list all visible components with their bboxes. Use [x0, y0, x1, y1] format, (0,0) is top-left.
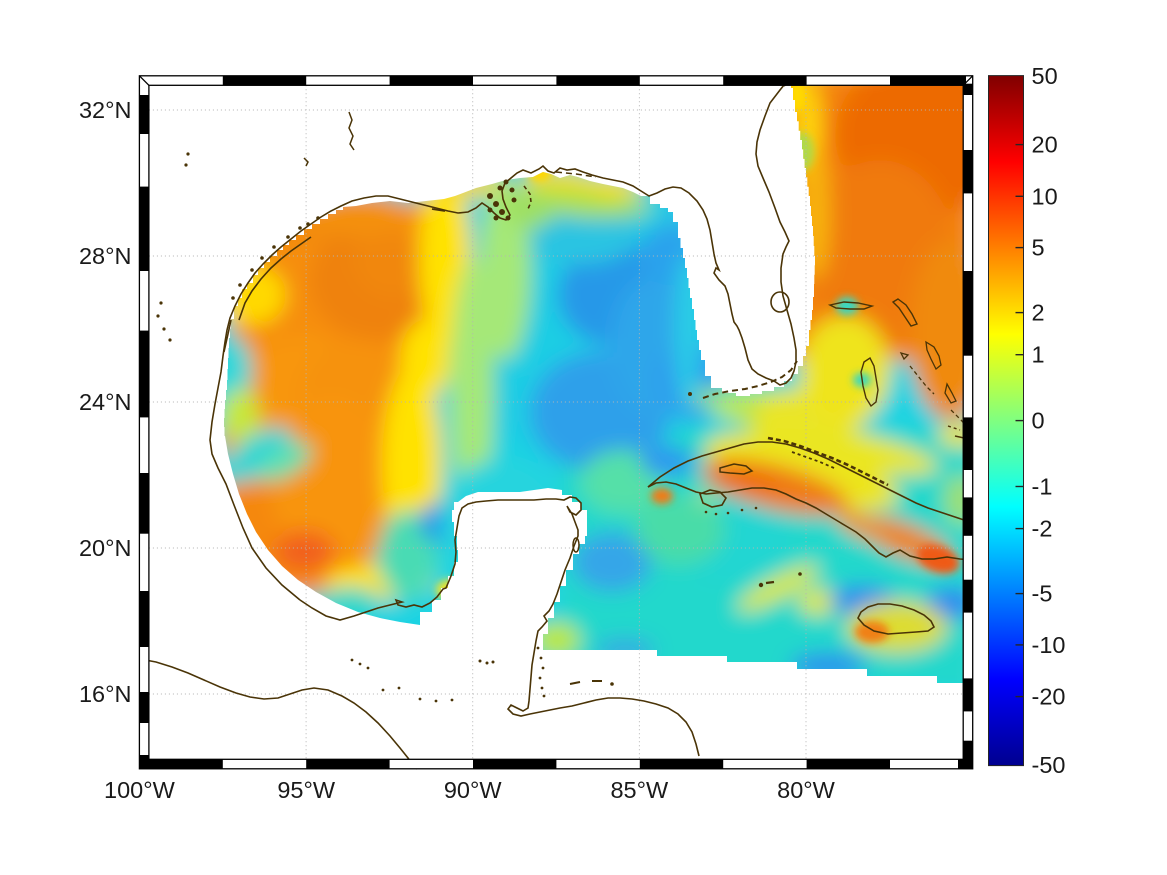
- svg-text:16°N: 16°N: [79, 681, 132, 707]
- svg-text:5: 5: [1032, 235, 1045, 261]
- svg-text:28°N: 28°N: [79, 243, 132, 269]
- svg-text:100°W: 100°W: [104, 777, 176, 803]
- svg-text:2: 2: [1032, 300, 1045, 326]
- svg-text:32°N: 32°N: [79, 97, 132, 123]
- svg-text:-5: -5: [1032, 581, 1053, 607]
- svg-text:80°W: 80°W: [777, 777, 836, 803]
- svg-text:85°W: 85°W: [610, 777, 669, 803]
- svg-text:90°W: 90°W: [444, 777, 503, 803]
- svg-text:50: 50: [1032, 63, 1058, 89]
- svg-text:-1: -1: [1032, 474, 1053, 500]
- svg-text:-10: -10: [1032, 632, 1066, 658]
- svg-text:-20: -20: [1032, 684, 1066, 710]
- svg-text:24°N: 24°N: [79, 389, 132, 415]
- svg-text:-50: -50: [1032, 752, 1066, 778]
- svg-text:1: 1: [1032, 342, 1045, 368]
- svg-text:0: 0: [1032, 408, 1045, 434]
- svg-text:10: 10: [1032, 183, 1058, 209]
- svg-text:20°N: 20°N: [79, 535, 132, 561]
- svg-text:20: 20: [1032, 132, 1058, 158]
- svg-text:-2: -2: [1032, 516, 1053, 542]
- svg-text:95°W: 95°W: [277, 777, 336, 803]
